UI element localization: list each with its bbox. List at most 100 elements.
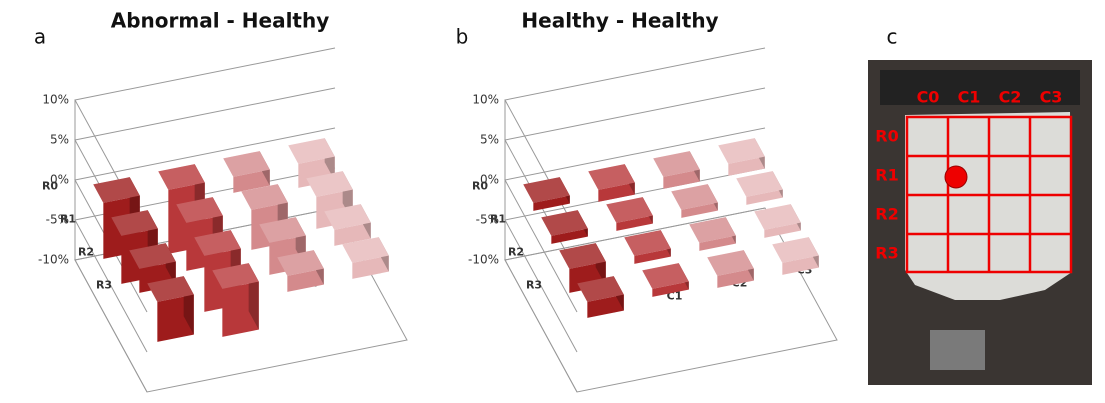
bar — [772, 237, 819, 275]
column-label: C3 — [1040, 88, 1063, 107]
y-tick-label: -5% — [46, 213, 69, 227]
bar — [324, 204, 371, 246]
bar-front — [533, 195, 570, 211]
grid-line — [504, 127, 766, 313]
bar-top-light — [342, 237, 389, 263]
bar-top — [93, 177, 140, 203]
bar-top-light — [718, 138, 765, 164]
bar — [736, 171, 783, 205]
bar-top-light — [671, 184, 718, 210]
bar — [277, 250, 324, 292]
row-label: R1 — [490, 213, 506, 226]
row-label: R3 — [875, 244, 898, 263]
bar-top — [241, 184, 288, 210]
bar — [523, 177, 570, 211]
bar-top-light — [707, 250, 754, 276]
y-tick-label: 10% — [472, 93, 499, 107]
bar-top — [642, 263, 689, 289]
bar-front — [598, 182, 635, 202]
bar-top — [689, 217, 736, 243]
row-label: R1 — [875, 166, 898, 185]
panel-label: b — [456, 25, 469, 49]
bar-front — [782, 255, 819, 275]
bar — [577, 276, 624, 318]
bar-top — [259, 217, 306, 243]
bar-front — [699, 235, 736, 251]
bar-front — [681, 202, 718, 218]
bar-front — [551, 228, 588, 244]
y-tick-label: -10% — [38, 253, 69, 267]
bar-top-light — [559, 243, 606, 269]
bar — [342, 237, 389, 279]
y-tick-label: 5% — [480, 133, 499, 147]
bar-top — [606, 197, 653, 223]
bar-top — [577, 276, 624, 302]
bar-front — [746, 189, 783, 205]
chart-title: Abnormal - Healthy — [111, 9, 330, 33]
bar-top-light — [306, 171, 353, 197]
grid — [905, 115, 1073, 274]
bar-top-light — [277, 250, 324, 276]
marker — [944, 165, 968, 189]
bar — [689, 217, 736, 251]
row-label: R2 — [875, 205, 898, 224]
chart: 10%5%0%-5%-10%R0R1R2R3C0C1C2C3Abnormal -… — [34, 9, 408, 393]
column-label: C0 — [917, 88, 940, 107]
bar-top — [324, 204, 371, 230]
bar-top — [541, 210, 588, 236]
column-label: C2 — [999, 88, 1022, 107]
bar-front — [634, 248, 671, 264]
column-label: C1 — [958, 88, 981, 107]
y-tick-label: 10% — [42, 93, 69, 107]
bar-top-light — [129, 243, 176, 269]
chart-title: Healthy - Healthy — [521, 9, 718, 33]
bar-top — [212, 263, 259, 289]
bar-top-light — [523, 177, 570, 203]
bar — [624, 230, 671, 264]
row-label: R0 — [42, 180, 58, 193]
bar-top — [754, 204, 801, 230]
bar-top — [559, 243, 606, 269]
bar-top-light — [194, 230, 241, 256]
bar-top-light — [176, 197, 223, 223]
bar-top — [194, 230, 241, 256]
bar-top — [671, 184, 718, 210]
grid-line — [504, 207, 766, 393]
row-label: R2 — [78, 246, 94, 259]
panel-label: a — [34, 25, 46, 49]
bar-front — [764, 222, 801, 238]
row-label: R1 — [60, 213, 76, 226]
row-label: R2 — [508, 246, 524, 259]
photo-clip — [930, 330, 985, 370]
bar-top-light — [736, 171, 783, 197]
bar-top — [147, 276, 194, 302]
bar-top-light — [541, 210, 588, 236]
bar-top-light — [624, 230, 671, 256]
bar-top — [176, 197, 223, 223]
bar — [671, 184, 718, 218]
row-label: R3 — [526, 279, 542, 292]
grid-line — [74, 207, 336, 393]
bar-top-light — [93, 177, 140, 203]
bar-top-light — [288, 138, 335, 164]
panel-label: c — [887, 25, 898, 49]
bar-top-light — [259, 217, 306, 243]
bar-front — [334, 222, 371, 246]
bar-top-light — [588, 164, 635, 190]
bar-top — [588, 164, 635, 190]
bar — [212, 263, 259, 337]
bar-top — [653, 151, 700, 177]
panel-c: c C0 C1 C2 C3 R0 R1 R2 R3 — [868, 25, 1092, 385]
bar-front — [587, 294, 624, 318]
bar-front — [663, 169, 700, 189]
y-tick-label: 5% — [50, 133, 69, 147]
bar — [606, 197, 653, 231]
bar-top-light — [147, 276, 194, 302]
bar-top — [288, 138, 335, 164]
bar-top-light — [653, 151, 700, 177]
bar-front — [287, 268, 324, 292]
bar-top — [277, 250, 324, 276]
bar-top — [772, 237, 819, 263]
bar-top — [129, 243, 176, 269]
